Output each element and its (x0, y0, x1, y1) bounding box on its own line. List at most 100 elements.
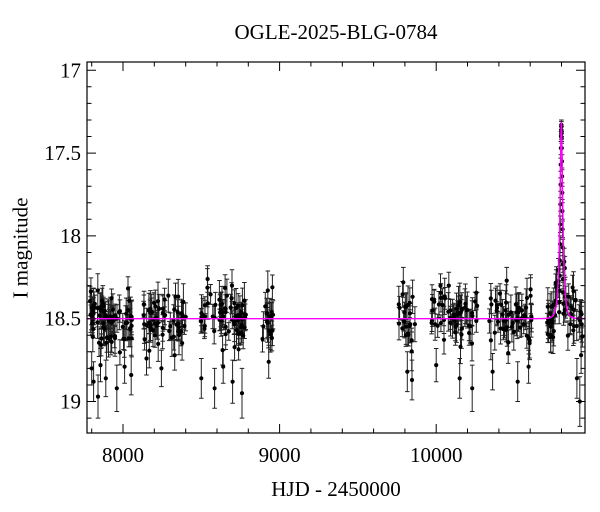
data-point (176, 328, 181, 333)
data-point (125, 286, 131, 291)
data-point (510, 321, 515, 326)
data-point (489, 302, 494, 307)
data-point (98, 308, 103, 313)
x-tick-label: 8000 (102, 443, 144, 467)
data-point (112, 336, 118, 341)
data-point (524, 305, 529, 310)
data-point (499, 302, 504, 307)
data-point (236, 347, 241, 352)
data-point (474, 318, 479, 324)
data-point (528, 287, 533, 292)
data-point (239, 391, 245, 396)
data-point (156, 306, 162, 311)
data-point (448, 320, 453, 326)
data-point (151, 300, 157, 305)
data-point (241, 333, 246, 338)
data-point (166, 293, 171, 298)
data-point (212, 386, 217, 391)
data-point (99, 336, 104, 341)
data-point (557, 288, 562, 293)
y-tick-label: 19 (60, 390, 81, 414)
plot-frame (86, 61, 586, 434)
data-point (141, 302, 146, 307)
data-point (97, 313, 102, 318)
data-point (405, 331, 410, 336)
data-point (220, 348, 225, 353)
data-point (462, 305, 467, 310)
data-point (125, 308, 131, 313)
data-point (155, 299, 161, 304)
data-point (144, 323, 149, 328)
data-point (104, 340, 109, 345)
data-point (266, 359, 271, 364)
data-point (438, 321, 443, 326)
data-point (265, 320, 270, 325)
data-point (236, 303, 241, 308)
data-point (223, 306, 228, 311)
data-point (242, 325, 247, 330)
data-point (218, 302, 223, 307)
data-point (409, 338, 414, 343)
data-point (487, 318, 492, 324)
data-point (434, 363, 439, 368)
data-point (488, 338, 493, 343)
data-point (438, 295, 444, 300)
data-point (524, 295, 530, 301)
data-point (574, 323, 579, 329)
data-point (156, 341, 161, 346)
data-point (573, 297, 578, 303)
data-point (548, 333, 553, 338)
data-point (180, 341, 185, 346)
data-point (114, 386, 119, 391)
data-point (409, 377, 415, 383)
data-point (167, 328, 172, 334)
data-point (208, 292, 213, 297)
data-point (160, 332, 165, 337)
data-point (235, 313, 241, 318)
data-point (401, 280, 406, 285)
data-point (561, 311, 566, 316)
data-point (91, 379, 96, 384)
data-point (127, 298, 132, 303)
data-point (148, 327, 153, 332)
data-point (240, 303, 245, 308)
data-point (519, 308, 525, 313)
data-point (506, 351, 511, 356)
data-point (457, 300, 462, 305)
data-point (147, 320, 152, 325)
data-point (569, 304, 574, 309)
data-point (232, 345, 237, 350)
data-point (239, 325, 244, 330)
data-point (88, 289, 93, 294)
data-point (261, 324, 266, 329)
data-point (511, 329, 516, 335)
data-point (459, 326, 464, 331)
data-point (492, 330, 497, 335)
data-point (548, 311, 553, 316)
data-point (429, 297, 435, 302)
data-point (95, 320, 100, 325)
data-point (181, 299, 186, 305)
data-point (90, 334, 95, 339)
data-point (205, 276, 210, 282)
data-point (117, 310, 122, 315)
data-point (260, 336, 265, 341)
data-point (495, 319, 501, 324)
data-point (147, 348, 152, 353)
data-point (488, 296, 493, 301)
data-point (456, 303, 461, 308)
data-point (407, 300, 412, 305)
data-point (96, 340, 102, 345)
data-point (269, 335, 274, 341)
data-point (504, 327, 509, 333)
data-point (122, 336, 127, 342)
data-point (110, 307, 115, 312)
data-point (175, 310, 180, 315)
data-points (88, 122, 585, 404)
data-point (99, 298, 105, 303)
x-axis-label: HJD - 2450000 (271, 477, 401, 501)
x-tick-label: 9000 (259, 443, 301, 467)
data-point (172, 307, 177, 312)
